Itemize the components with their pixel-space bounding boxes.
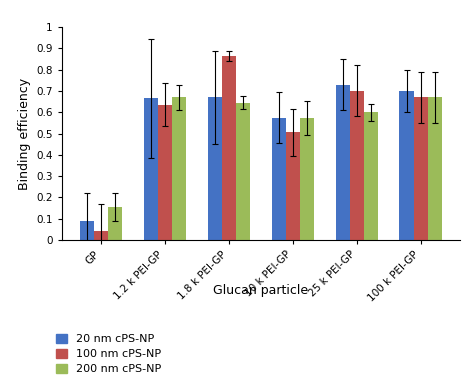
Legend: 20 nm cPS-NP, 100 nm cPS-NP, 200 nm cPS-NP: 20 nm cPS-NP, 100 nm cPS-NP, 200 nm cPS-…: [53, 330, 165, 378]
Bar: [400, 91, 413, 240]
Bar: [236, 103, 250, 240]
Bar: [272, 118, 286, 240]
Bar: [222, 56, 236, 240]
Bar: [336, 84, 350, 240]
Bar: [286, 132, 300, 240]
Bar: [208, 97, 222, 240]
Bar: [413, 97, 428, 240]
Bar: [300, 118, 314, 240]
Bar: [350, 91, 364, 240]
Bar: [80, 221, 94, 240]
Bar: [428, 97, 442, 240]
Y-axis label: Binding efficiency: Binding efficiency: [18, 77, 30, 190]
Text: Glucan particle: Glucan particle: [213, 284, 308, 297]
Bar: [144, 98, 158, 240]
Bar: [158, 105, 172, 240]
Bar: [108, 207, 122, 240]
Bar: [94, 231, 108, 240]
Bar: [172, 97, 186, 240]
Bar: [364, 112, 378, 240]
